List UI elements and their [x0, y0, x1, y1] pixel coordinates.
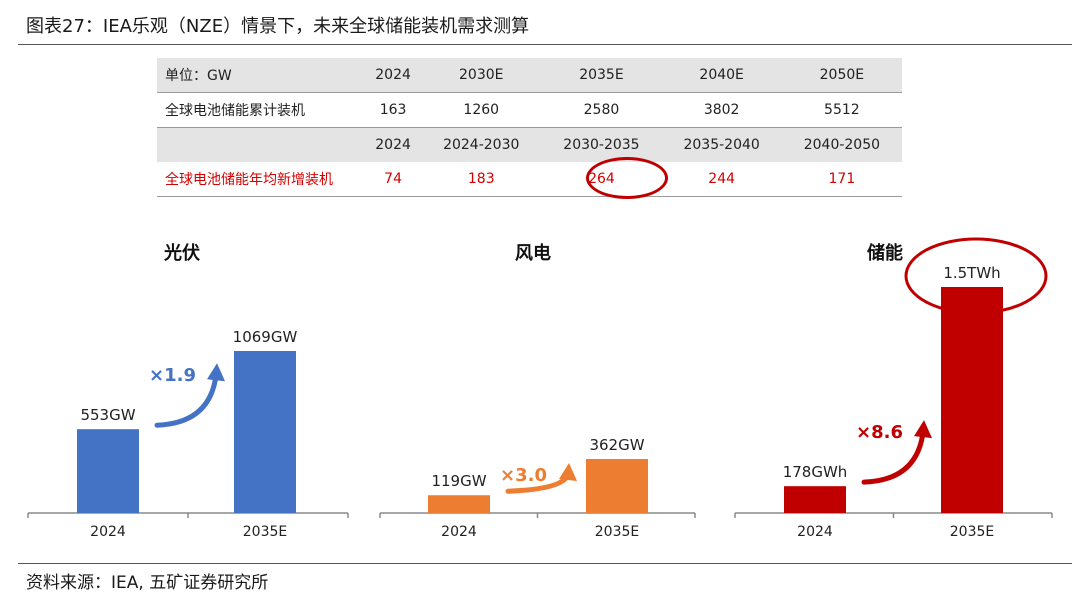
- data-label: 362GW: [589, 436, 644, 454]
- data-label: 553GW: [80, 406, 135, 424]
- data-label: 1.5TWh: [943, 264, 1000, 282]
- wind-chart-title: 风电: [515, 242, 551, 264]
- table-cell: 2024-2030: [421, 127, 542, 162]
- table-cell: 1260: [421, 92, 542, 128]
- table-cell: 5512: [781, 92, 902, 128]
- table-cell: 74: [365, 162, 422, 197]
- storage-chart-title: 储能: [866, 242, 903, 264]
- growth-arrow: [861, 429, 926, 485]
- table-cell: 3802: [661, 92, 782, 128]
- top-rule: [18, 44, 1072, 45]
- growth-arrow-head: [207, 363, 225, 382]
- x-tick-label: 2035E: [243, 524, 287, 540]
- bar: [941, 287, 1003, 513]
- growth-arrow: [154, 372, 219, 428]
- bar: [234, 351, 296, 513]
- bar: [428, 495, 490, 513]
- bar: [586, 459, 648, 513]
- table-cell: [157, 127, 365, 162]
- data-label: 178GWh: [783, 463, 848, 481]
- table-cell: 全球电池储能年均新增装机: [157, 162, 365, 197]
- table-cell: 183: [421, 162, 542, 197]
- highlight-circle: [586, 157, 668, 199]
- table-cell: 2024: [365, 58, 422, 93]
- figure-title: 图表27：IEA乐观（NZE）情景下，未来全球储能装机需求测算: [26, 16, 530, 37]
- multiplier-label: ×1.9: [149, 365, 196, 386]
- growth-arrow-head: [559, 463, 577, 481]
- x-tick-label: 2024: [441, 524, 477, 540]
- x-tick-label: 2024: [90, 524, 126, 540]
- x-tick-label: 2024: [797, 524, 833, 540]
- table-row-cumulative: 全球电池储能累计装机 163 1260 2580 3802 5512: [157, 92, 902, 128]
- pv-chart-title: 光伏: [163, 242, 200, 264]
- table-cell: 163: [365, 92, 422, 128]
- x-tick-label: 2035E: [595, 524, 639, 540]
- table-cell: 2580: [541, 92, 662, 128]
- x-tick-label: 2035E: [950, 524, 994, 540]
- table-cell: 2035E: [541, 58, 662, 93]
- bottom-rule: [18, 563, 1072, 564]
- data-label: 119GW: [431, 472, 486, 490]
- bar: [784, 486, 846, 513]
- table-cell: 2030E: [421, 58, 542, 93]
- table-cell: 2030-2035: [541, 127, 662, 162]
- table-header-row-1: 单位：GW 2024 2030E 2035E 2040E 2050E: [157, 58, 902, 93]
- table-cell: 244: [661, 162, 782, 197]
- bar-charts: 光伏 553GW 2024 1069GW 2035E ×1.9 风电 119GW 2024 362…: [27, 237, 1053, 540]
- table-cell: 2040-2050: [781, 127, 902, 162]
- growth-arrow-head: [914, 420, 932, 439]
- table-cell: 2050E: [781, 58, 902, 93]
- table-cell: 2035-2040: [661, 127, 782, 162]
- data-label: 1069GW: [233, 328, 298, 346]
- table-cell: 全球电池储能累计装机: [157, 92, 365, 128]
- table-cell: 单位：GW: [157, 58, 365, 93]
- table-cell: 171: [781, 162, 902, 197]
- multiplier-label: ×8.6: [856, 422, 903, 443]
- table-cell: 2040E: [661, 58, 782, 93]
- table-cell: 2024: [365, 127, 422, 162]
- source-note: 资料来源：IEA, 五矿证券研究所: [26, 573, 269, 593]
- highlight-ellipse: [904, 237, 1048, 315]
- multiplier-label: ×3.0: [500, 465, 547, 486]
- table-header-row-2: 2024 2024-2030 2030-2035 2035-2040 2040-…: [157, 127, 902, 162]
- bar: [77, 429, 139, 513]
